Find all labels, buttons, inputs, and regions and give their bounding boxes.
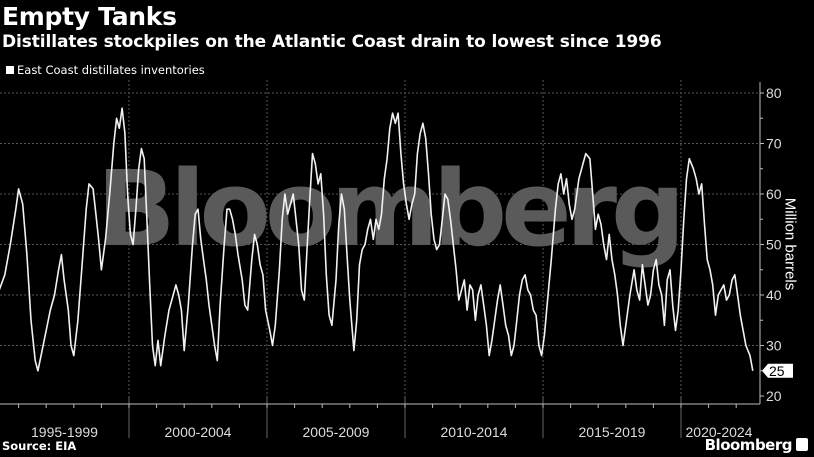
legend: East Coast distillates inventories <box>6 63 205 77</box>
axes <box>0 82 764 408</box>
legend-swatch <box>6 66 14 74</box>
watermark: Bloomberg <box>97 148 686 270</box>
x-axis-labels: 1995-1999 2000-2004 2005-2009 2010-2014 2015… <box>31 424 753 440</box>
svg-text:20: 20 <box>766 388 782 404</box>
svg-text:40: 40 <box>766 287 782 303</box>
y-axis-labels: 20 30 40 50 60 70 80 <box>766 85 782 404</box>
chart-subtitle: Distillates stockpiles on the Atlantic C… <box>2 32 662 52</box>
gridlines <box>0 92 760 346</box>
svg-text:60: 60 <box>766 186 782 202</box>
last-value-callout: 25 <box>762 363 793 379</box>
svg-text:2000-2004: 2000-2004 <box>165 424 232 440</box>
svg-text:1995-1999: 1995-1999 <box>31 424 98 440</box>
legend-label: East Coast distillates inventories <box>17 63 205 77</box>
period-dividers <box>128 80 682 438</box>
svg-text:70: 70 <box>766 136 782 152</box>
source-note: Source: EIA <box>2 439 77 453</box>
svg-text:30: 30 <box>766 338 782 354</box>
bloomberg-logo-icon <box>796 438 808 451</box>
svg-text:2020-2024: 2020-2024 <box>686 424 753 440</box>
svg-text:2015-2019: 2015-2019 <box>579 424 646 440</box>
svg-text:2005-2009: 2005-2009 <box>303 424 370 440</box>
bloomberg-logo-text: Bloomberg <box>704 436 793 454</box>
y-axis-title: Million barrels <box>781 197 799 291</box>
chart-title: Empty Tanks <box>2 2 177 31</box>
series-line-east-coast-distillates <box>0 107 754 372</box>
svg-text:80: 80 <box>766 85 782 101</box>
svg-text:Bloomberg: Bloomberg <box>97 148 680 270</box>
svg-text:25: 25 <box>769 363 785 379</box>
svg-text:50: 50 <box>766 237 782 253</box>
svg-text:2010-2014: 2010-2014 <box>441 424 508 440</box>
